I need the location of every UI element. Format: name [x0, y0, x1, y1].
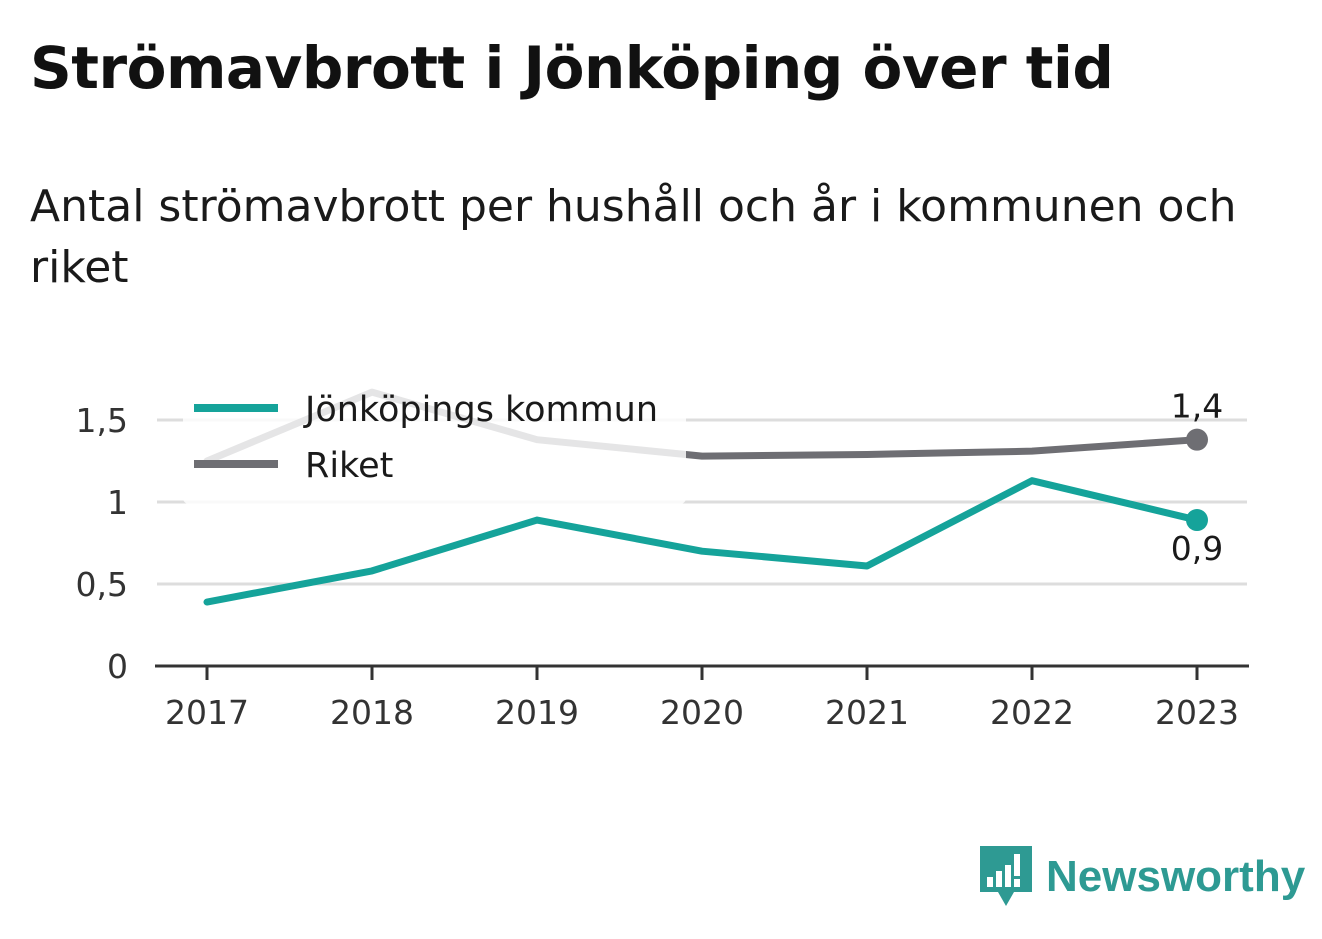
brand-name: Newsworthy	[1046, 852, 1306, 901]
y-tick-label: 1	[107, 483, 128, 522]
x-tick-label: 2023	[1155, 693, 1239, 732]
y-tick-label: 0,5	[76, 565, 128, 604]
legend-label: Riket	[305, 446, 393, 486]
x-tick-label: 2020	[660, 693, 744, 732]
newsworthy-chart-bubble-icon	[980, 846, 1032, 906]
series-end-point	[1186, 428, 1208, 451]
y-tick-label: 1,5	[76, 401, 128, 440]
legend-backdrop	[183, 386, 686, 504]
x-axis: 2017 2018 2019 2020 2021 2022 2023	[155, 664, 1249, 732]
x-tick-label: 2017	[165, 693, 249, 732]
y-tick-label: 0	[107, 647, 128, 686]
series-line-kommun	[203, 477, 1201, 606]
line-chart: 0 0,5 1 1,5 Jönköpings kommun Riket 2017 2018…	[76, 386, 1249, 732]
x-tick-label: 2018	[330, 693, 414, 732]
data-labels: 1,4 0,9	[1171, 387, 1223, 568]
data-label-kommun: 0,9	[1171, 529, 1223, 568]
chart-title: Strömavbrott i Jönköping över tid	[30, 34, 1114, 102]
chart-subtitle: Antal strömavbrott per hushåll och år i …	[30, 181, 1237, 293]
data-label-riket: 1,4	[1171, 387, 1223, 426]
series-end-point	[1186, 509, 1208, 532]
legend-label: Jönköpings kommun	[303, 390, 658, 430]
legend: Jönköpings kommun Riket	[183, 386, 686, 504]
newsworthy-logo: Newsworthy	[980, 846, 1305, 908]
x-tick-label: 2022	[990, 693, 1074, 732]
x-tick-label: 2019	[495, 693, 579, 732]
x-tick-label: 2021	[825, 693, 909, 732]
